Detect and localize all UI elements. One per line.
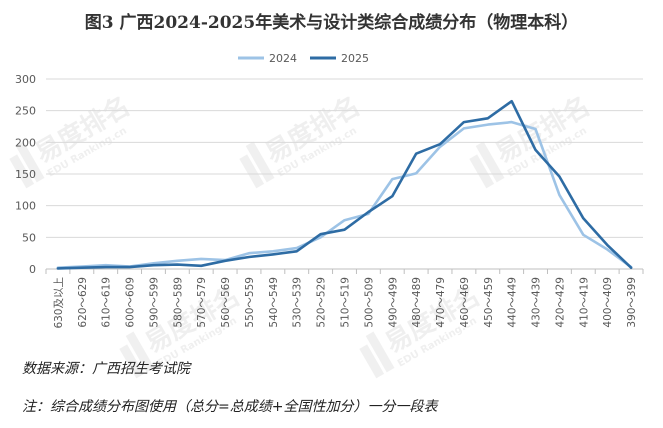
watermark-logo-bar <box>125 331 155 373</box>
y-tick-label: 250 <box>15 105 36 118</box>
series-lines <box>56 99 633 270</box>
x-tick-label: 580～589 <box>172 277 184 328</box>
x-tick-label: 520～529 <box>316 277 328 328</box>
x-axis-tick-labels: 630及以上 620～629 610～619 600～609 590～599 580～58… <box>53 277 638 329</box>
x-tick-label: 490～499 <box>387 277 399 328</box>
watermark-logo-bar <box>9 154 35 189</box>
x-tick-label: 510～519 <box>340 277 352 328</box>
legend-label-2025: 2025 <box>341 52 369 65</box>
gridlines <box>46 78 643 238</box>
watermark-logo-bar <box>475 141 505 183</box>
x-tick-label: 550～559 <box>244 277 256 328</box>
x-tick-label: 400～409 <box>602 277 614 328</box>
source-note: 数据来源：广西招生考试院 <box>22 361 190 377</box>
x-axis <box>45 268 644 274</box>
x-tick-label: 450～459 <box>483 277 495 328</box>
y-tick-label: 200 <box>15 136 36 149</box>
x-tick-label: 540～549 <box>268 277 280 328</box>
x-tick-label: 590～599 <box>148 277 160 328</box>
x-tick-label: 600～609 <box>125 277 137 328</box>
legend-label-2024: 2024 <box>269 52 297 65</box>
x-tick-label: 470～479 <box>435 277 447 328</box>
watermark-logo-bar <box>239 154 265 189</box>
x-tick-label: 610～619 <box>101 277 113 328</box>
y-tick-label: 0 <box>29 263 36 276</box>
x-tick-label: 390～399 <box>626 277 638 328</box>
watermark-logo-bar <box>469 154 495 189</box>
x-tick-label: 560～569 <box>220 277 232 328</box>
series-line-2025 <box>56 99 633 270</box>
watermark-logo-bar <box>359 344 385 379</box>
footnote: 注：综合成绩分布图使用（总分=总成绩+全国性加分）一分一段表 <box>22 399 438 415</box>
y-tick-label: 300 <box>15 73 36 86</box>
y-tick-label: 150 <box>15 168 36 181</box>
x-tick-label: 420～429 <box>554 277 566 328</box>
x-tick-label: 430～439 <box>531 277 543 328</box>
x-tick-label: 570～579 <box>196 277 208 328</box>
y-tick-label: 100 <box>15 200 36 213</box>
chart-title: 图3 广西2024-2025年美术与设计类综合成绩分布（物理本科） <box>84 13 579 33</box>
watermark-logo-bar <box>245 141 275 183</box>
x-tick-label: 500～509 <box>363 277 375 328</box>
x-tick-label: 620～629 <box>77 277 89 328</box>
x-tick-label: 440～449 <box>507 277 519 328</box>
x-tick-label: 630及以上 <box>53 277 65 329</box>
x-tick-label: 530～539 <box>292 277 304 328</box>
watermark-logo-bar <box>365 331 395 373</box>
y-tick-label: 50 <box>22 231 36 244</box>
x-tick-label: 480～489 <box>411 277 423 328</box>
watermark-logo-bar <box>119 344 145 379</box>
series-line-2024 <box>56 120 633 270</box>
legend: 2024 2025 <box>238 52 369 65</box>
x-tick-label: 460～469 <box>459 277 471 328</box>
watermark-logo-bar <box>15 141 45 183</box>
x-tick-label: 410～419 <box>578 277 590 328</box>
y-axis: 0 50 100 150 200 250 300 <box>15 73 36 276</box>
